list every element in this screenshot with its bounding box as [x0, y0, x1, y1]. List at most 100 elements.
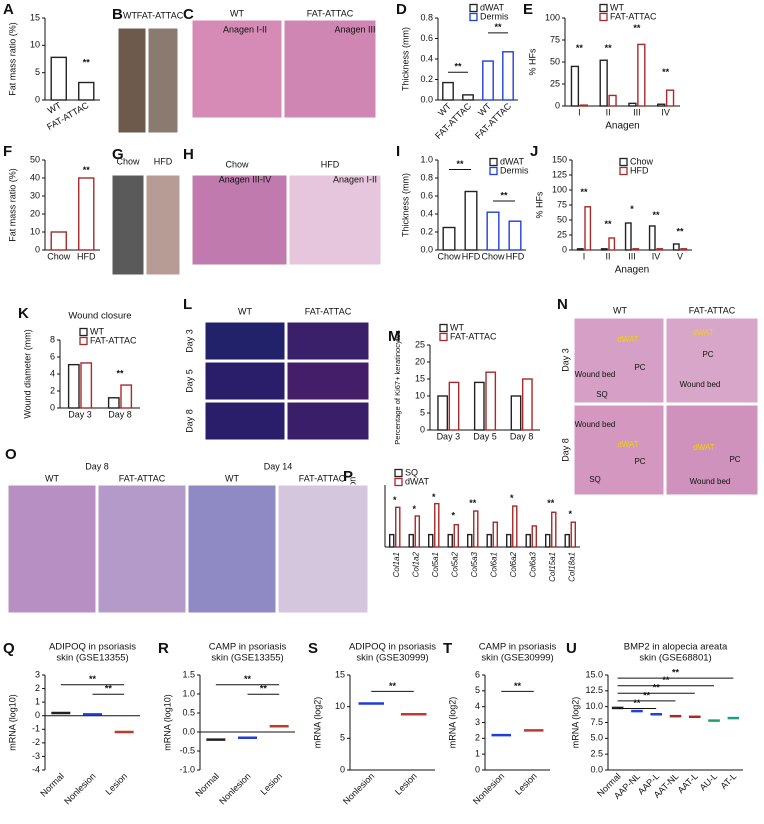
- bar: [576, 248, 584, 251]
- legend-label: HFD: [630, 165, 649, 175]
- micrograph: [286, 321, 370, 361]
- bar: [453, 523, 459, 548]
- bar: [389, 533, 395, 548]
- bar: [486, 211, 500, 251]
- sig-label: **: [105, 684, 113, 694]
- y-tick-label: 50: [30, 154, 40, 164]
- chart-title: skin (GSE30999): [356, 653, 428, 664]
- y-tick-label: 40: [30, 172, 40, 182]
- legend-swatch: [394, 468, 403, 478]
- panel-letter: T: [443, 640, 452, 657]
- panel-letter: I: [396, 143, 400, 160]
- x-tick-label: I: [578, 107, 581, 117]
- image-panel: O Day 8 Day 14 WT FAT-ATTAC WT FAT-ATTAC: [5, 446, 369, 614]
- x-tick-label: Col1a1: [392, 552, 401, 577]
- micrograph: [145, 174, 181, 276]
- chart-title: BMP2 in alopecia areata: [624, 642, 728, 653]
- micrograph: [288, 174, 382, 266]
- y-axis-label: % HFs: [527, 48, 537, 76]
- y-tick-label: 6: [475, 669, 480, 679]
- y-tick-label: 1.0: [420, 154, 433, 164]
- panel-letter: B: [112, 6, 123, 23]
- bar: [665, 89, 675, 107]
- chart-title: CAMP in psoriasis: [479, 642, 557, 653]
- y-axis-label: Thickness (mm): [400, 173, 410, 237]
- bar: [107, 397, 120, 409]
- legend-label: Dermis: [500, 165, 529, 175]
- y-tick-label: 0: [562, 244, 567, 254]
- legend-swatch: [394, 477, 403, 487]
- bar: [462, 94, 474, 101]
- y-axis-label: Thickness (mm): [400, 27, 410, 91]
- micrograph: [204, 401, 286, 441]
- bar: [482, 60, 494, 101]
- bar: [473, 510, 479, 548]
- chart-title: skin (GSE68801): [639, 653, 711, 664]
- micrograph: [277, 484, 369, 614]
- bar: [486, 533, 492, 548]
- x-tick-label: IV: [661, 107, 670, 117]
- x-tick-label: Col5a1: [431, 552, 440, 577]
- y-tick-label: 10.0: [585, 701, 603, 711]
- y-tick-label: 2: [50, 385, 55, 395]
- y-axis-label: mRNA (log2): [447, 697, 457, 749]
- micrograph: [147, 27, 179, 134]
- image-label: Wound bed: [575, 370, 616, 379]
- y-axis-label: mRNA (log10): [7, 694, 17, 751]
- y-tick-label: 0.8: [420, 12, 433, 22]
- panel-letter: J: [530, 143, 538, 160]
- x-tick-label: HFD: [506, 251, 525, 261]
- panel-letter: H: [183, 146, 194, 163]
- x-tick-label: Col5a3: [470, 551, 479, 577]
- bar: [648, 225, 656, 251]
- y-tick-label: 0: [35, 94, 40, 104]
- bar: [584, 206, 592, 251]
- y-tick-label: -3: [32, 751, 40, 761]
- x-tick-label: II: [606, 107, 611, 117]
- y-tick-label: 5: [420, 407, 425, 417]
- legend-label: Dermis: [480, 11, 509, 21]
- sig-label: **: [260, 684, 268, 694]
- panel-letter: K: [18, 305, 29, 322]
- bar: [551, 511, 557, 548]
- micrograph: [665, 404, 759, 496]
- x-tick-label: HFD: [77, 251, 96, 261]
- image-label: Day 8: [560, 438, 570, 462]
- image-panel: B WT FAT-ATTAC: [112, 6, 184, 134]
- image-label: WT: [225, 473, 239, 483]
- panel-letter: G: [112, 146, 124, 163]
- legend-swatch: [619, 166, 628, 176]
- image-label: FAT-ATTAC: [305, 306, 352, 316]
- image-label: WT: [123, 10, 137, 20]
- x-tick-label: Col1a2: [411, 551, 420, 577]
- micrograph: [286, 361, 370, 401]
- micrograph: [573, 404, 665, 496]
- bar: [502, 51, 514, 101]
- panel-letter: Q: [3, 640, 15, 657]
- image-label: FAT-ATTAC: [137, 10, 184, 20]
- y-tick-label: 125: [552, 169, 567, 179]
- legend-swatch: [599, 3, 608, 13]
- image-label: Chow: [225, 159, 249, 169]
- x-tick-label: Col18a1: [567, 552, 576, 582]
- y-tick-label: 0.2: [420, 226, 433, 236]
- bar: [680, 248, 688, 251]
- x-axis-label: Anagen: [615, 265, 649, 276]
- y-tick-label: 12.5: [585, 685, 603, 695]
- x-tick-label: AAT-L: [676, 771, 700, 795]
- y-tick-label: 3: [35, 669, 40, 679]
- sig-label: **: [389, 681, 397, 691]
- x-tick-label: Lesion: [393, 771, 419, 797]
- x-tick-label: V: [677, 251, 683, 261]
- image-label: dWAT: [617, 440, 638, 449]
- sig-label: **: [116, 368, 124, 378]
- sig-label: **: [643, 690, 651, 700]
- image-label: WT: [230, 8, 244, 18]
- sig-label: **: [494, 22, 502, 32]
- y-tick-label: 0.0: [590, 764, 603, 774]
- x-tick-label: Col6a1: [489, 552, 498, 577]
